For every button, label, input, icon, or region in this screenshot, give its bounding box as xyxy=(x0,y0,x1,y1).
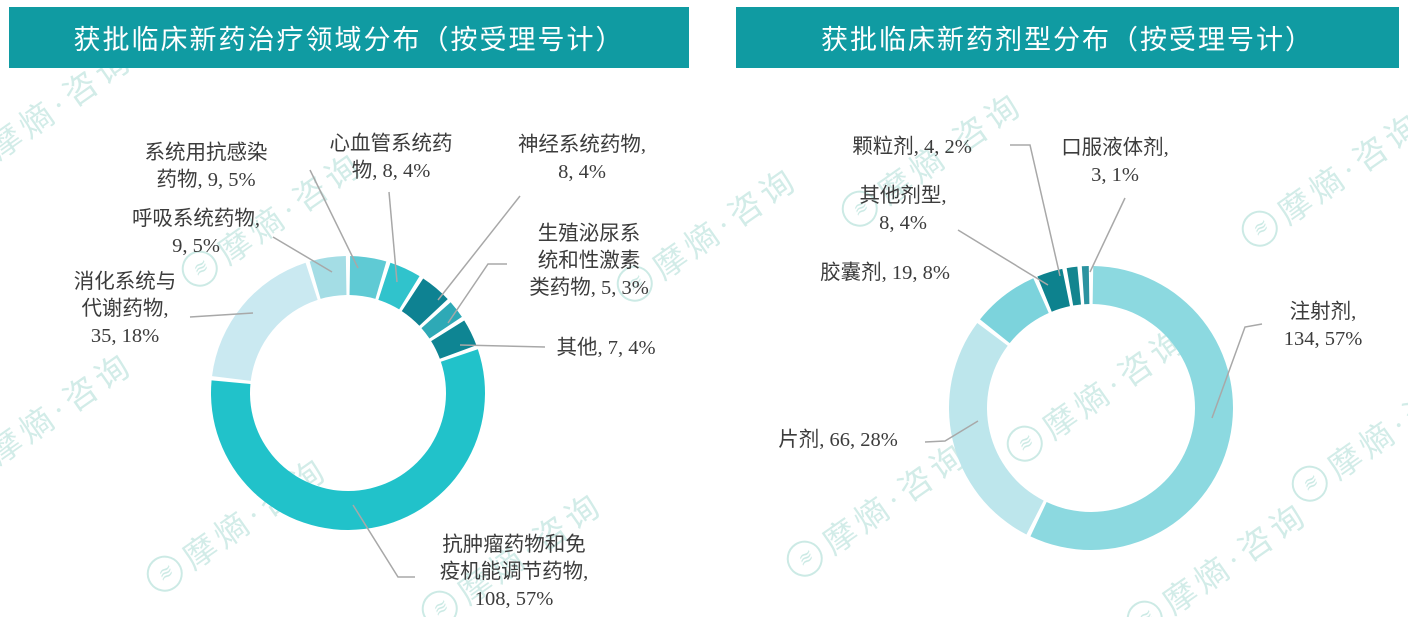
callout-line: 其他, 7, 4% xyxy=(556,337,656,359)
callout-line: 3, 1% xyxy=(1091,164,1139,186)
donut-slice-胶囊剂 xyxy=(980,278,1049,344)
callout-line: 8, 4% xyxy=(558,161,606,183)
callout-line: 注射剂, xyxy=(1289,301,1357,323)
callout-line: 8, 4% xyxy=(879,212,927,234)
leader-line-nervous-system xyxy=(437,195,521,301)
callout-line: 药物, 9, 5% xyxy=(156,169,256,191)
donut-slice-口服液体剂 xyxy=(1081,266,1090,305)
donut-slice-呼吸系统药物 xyxy=(309,256,347,299)
callout-line: 系统用抗感染 xyxy=(144,142,268,164)
donut-slice-心血管系统药物 xyxy=(378,262,420,310)
callout-line: 心血管系统药 xyxy=(329,133,453,155)
callout-digestive: 消化系统与 代谢药物, 35, 18% xyxy=(74,269,177,350)
callout-line: 疫机能调节药物, xyxy=(439,561,589,583)
leader-line-genitourinary xyxy=(447,263,507,324)
callout-anti-infectives: 系统用抗感染 药物, 9, 5% xyxy=(145,140,268,194)
therapeutic-area-donut xyxy=(210,256,485,530)
leader-line-tablet xyxy=(924,420,979,443)
donut-slice-片剂 xyxy=(948,322,1044,535)
dosage-form-donut xyxy=(948,266,1234,551)
chart-title-dosage-forms: 获批临床新药剂型分布（按受理号计） xyxy=(736,7,1399,68)
leader-line-cardiovascular xyxy=(388,191,398,283)
leader-line-granules xyxy=(1010,144,1061,277)
donut-slice-其他 xyxy=(431,320,477,359)
callout-antineoplastic: 抗肿瘤药物和免 疫机能调节药物, 108, 57% xyxy=(440,532,589,613)
callout-line: 抗肿瘤药物和免 xyxy=(442,534,586,556)
leader-line-other xyxy=(459,344,546,348)
leader-line-antineoplastic xyxy=(352,504,415,578)
chart-title-therapeutic-areas: 获批临床新药治疗领域分布（按受理号计） xyxy=(9,7,689,68)
callout-line: 类药物, 5, 3% xyxy=(529,277,649,299)
callout-injection: 注射剂, 134, 57% xyxy=(1284,299,1363,353)
callout-line: 颗粒剂, 4, 2% xyxy=(852,136,972,158)
callout-line: 35, 18% xyxy=(90,325,160,347)
leader-lines xyxy=(189,144,1263,578)
callout-tablet: 片剂, 66, 28% xyxy=(778,427,898,454)
donut-slice-注射剂 xyxy=(1030,266,1234,551)
leader-line-oral-liquid xyxy=(1089,197,1126,273)
callout-line: 片剂, 66, 28% xyxy=(778,429,898,451)
callout-line: 口服液体剂, xyxy=(1061,137,1169,159)
donut-slice-生殖泌尿系统和性激素类药物 xyxy=(421,302,462,339)
leader-line-respiratory xyxy=(272,236,333,273)
callout-other: 其他, 7, 4% xyxy=(556,335,655,362)
callout-line: 其他剂型, xyxy=(859,185,947,207)
callout-oral-liquid: 口服液体剂, 3, 1% xyxy=(1061,135,1169,189)
callout-granules: 颗粒剂, 4, 2% xyxy=(852,134,972,161)
callout-line: 134, 57% xyxy=(1283,328,1363,350)
callout-line: 9, 5% xyxy=(172,235,220,257)
donut-slice-抗肿瘤药物和免疫机能调节药物 xyxy=(210,349,485,530)
leader-line-digestive xyxy=(189,312,254,318)
callout-line: 呼吸系统药物, xyxy=(131,208,261,230)
callout-line: 消化系统与 xyxy=(73,271,177,293)
callout-line: 物, 8, 4% xyxy=(351,160,431,182)
callout-line: 生殖泌尿系 xyxy=(537,223,641,245)
callout-respiratory: 呼吸系统药物, 9, 5% xyxy=(132,206,260,260)
donut-slice-神经系统药物 xyxy=(401,278,448,326)
leader-line-injection xyxy=(1211,323,1263,419)
callout-line: 108, 57% xyxy=(474,588,554,610)
donut-slice-消化系统与代谢药物 xyxy=(212,262,318,381)
callout-line: 代谢药物, xyxy=(81,298,169,320)
callout-line: 胶囊剂, 19, 8% xyxy=(820,262,950,284)
callout-nervous-system: 神经系统药物, 8, 4% xyxy=(518,132,646,186)
leader-line-other-forms xyxy=(957,229,1049,286)
donut-slice-系统用抗感染药物 xyxy=(349,256,387,299)
leader-line-anti-infectives xyxy=(309,169,359,269)
callout-line: 统和性激素 xyxy=(537,250,641,272)
callout-line: 神经系统药物, xyxy=(517,134,647,156)
callout-cardiovascular: 心血管系统药 物, 8, 4% xyxy=(330,131,453,185)
callout-capsule: 胶囊剂, 19, 8% xyxy=(820,260,950,287)
donut-slice-其他剂型 xyxy=(1037,268,1070,312)
donut-slice-颗粒剂 xyxy=(1066,266,1081,306)
callout-other-forms: 其他剂型, 8, 4% xyxy=(859,183,946,237)
callout-genitourinary: 生殖泌尿系 统和性激素 类药物, 5, 3% xyxy=(529,221,649,302)
